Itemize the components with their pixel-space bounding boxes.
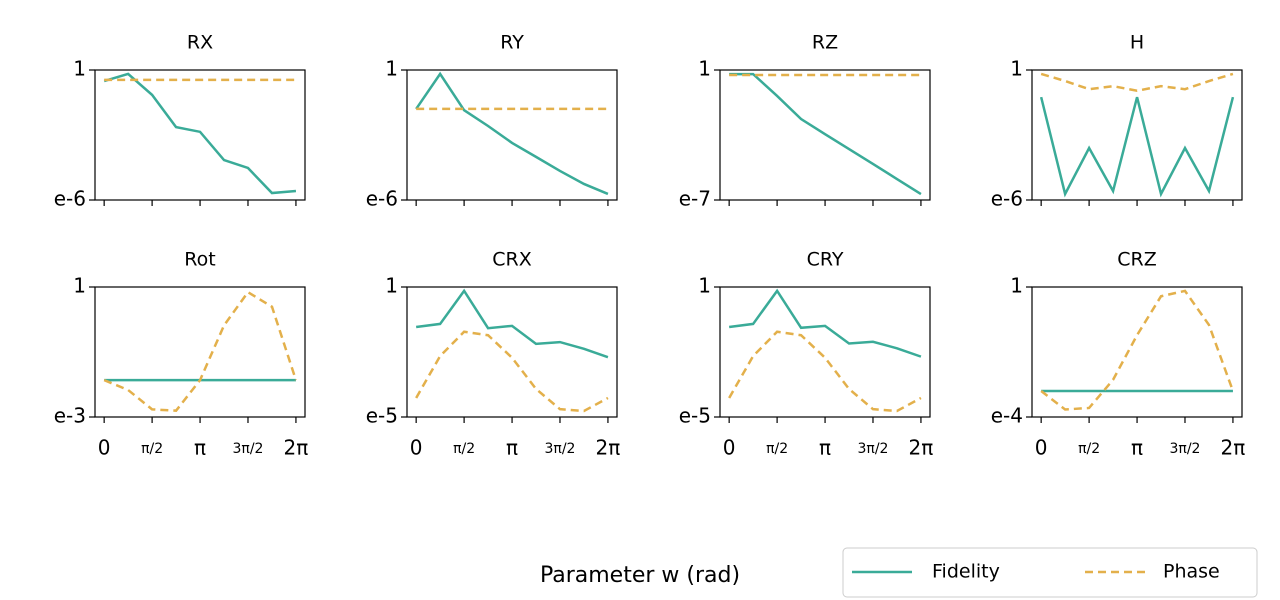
y-tick-label: e-7	[679, 187, 711, 211]
x-tick-label: 2π	[909, 436, 934, 460]
x-tick-label: 3π/2	[232, 441, 263, 457]
y-tick-label: e-3	[54, 404, 86, 428]
series-line	[103, 72, 297, 195]
x-tick-label: π	[819, 436, 831, 460]
y-tick-label: 1	[1010, 274, 1023, 298]
x-tick-label: π/2	[141, 441, 163, 457]
y-tick-label: 1	[385, 57, 398, 81]
y-tick-label: e-6	[991, 187, 1023, 211]
subplot-title: Rot	[184, 249, 215, 271]
x-tick-label: 3π/2	[544, 441, 575, 457]
legend-label: Fidelity	[932, 561, 1000, 583]
series-line	[729, 72, 922, 196]
x-tick-label: 0	[410, 436, 423, 460]
y-tick-label: e-6	[366, 187, 398, 211]
series-line	[1040, 72, 1234, 93]
axes-frame	[94, 286, 306, 418]
legend-label: Phase	[1163, 561, 1220, 583]
x-tick-label: π	[1131, 436, 1143, 460]
subplot-title: RZ	[812, 32, 838, 54]
x-tick-label: π	[194, 436, 206, 460]
axes-frame	[1031, 69, 1243, 201]
subplot-title: RX	[187, 32, 213, 54]
axes-frame	[719, 286, 931, 418]
x-tick-label: 3π/2	[857, 441, 888, 457]
axes-frame	[406, 286, 618, 418]
x-tick-label: 0	[1035, 436, 1048, 460]
x-tick-label: 0	[723, 436, 736, 460]
y-tick-label: e-5	[366, 404, 398, 428]
axes-frame	[1031, 286, 1243, 418]
axes-frame	[94, 69, 306, 201]
x-tick-label: π/2	[1078, 441, 1100, 457]
y-tick-label: 1	[698, 57, 711, 81]
y-tick-label: e-4	[991, 404, 1023, 428]
y-tick-label: 1	[1010, 57, 1023, 81]
x-axis-label: Parameter w (rad)	[540, 563, 740, 588]
subplot-title: CRY	[807, 249, 844, 271]
series-line	[1039, 96, 1235, 198]
x-tick-label: π/2	[453, 441, 475, 457]
y-tick-label: 1	[698, 274, 711, 298]
series-line	[103, 290, 298, 412]
series-line	[415, 330, 609, 413]
series-line	[728, 288, 922, 358]
legend-box	[842, 547, 1258, 598]
x-tick-label: 2π	[284, 436, 309, 460]
y-tick-label: e-6	[54, 187, 86, 211]
series-line	[415, 71, 609, 196]
series-line	[1040, 289, 1235, 411]
axes-frame	[719, 69, 931, 201]
y-tick-label: e-5	[679, 404, 711, 428]
subplot-title: CRX	[492, 249, 531, 271]
y-tick-label: 1	[73, 274, 86, 298]
x-tick-label: 0	[98, 436, 111, 460]
x-tick-label: 2π	[596, 436, 621, 460]
x-tick-label: π/2	[766, 441, 788, 457]
x-tick-label: 2π	[1221, 436, 1246, 460]
series-line	[728, 330, 922, 413]
subplot-title: CRZ	[1117, 249, 1156, 271]
subplot-title: H	[1130, 32, 1144, 54]
legend: Fidelity Phase	[842, 547, 1258, 598]
x-tick-label: 3π/2	[1169, 441, 1200, 457]
axes-frame	[406, 69, 618, 201]
y-tick-label: 1	[73, 57, 86, 81]
subplot-title: RY	[500, 32, 524, 54]
y-tick-label: 1	[385, 274, 398, 298]
x-tick-label: π	[506, 436, 518, 460]
series-line	[415, 288, 609, 359]
